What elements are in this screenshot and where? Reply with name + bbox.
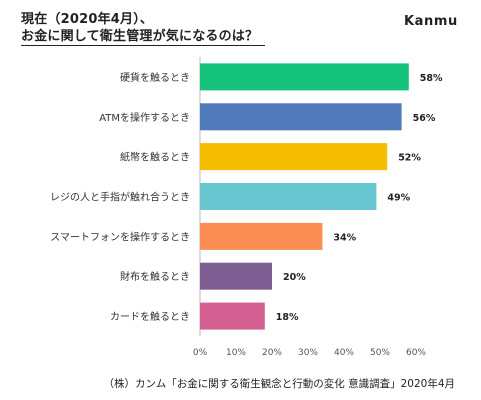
category-label-3: 紙幣を触るとき [120, 151, 190, 164]
bar-6 [200, 262, 272, 290]
value-label-4: 49% [387, 193, 410, 204]
x-tick-label-3: 30% [298, 348, 318, 358]
value-label-1: 58% [420, 73, 443, 84]
x-tick-label-1: 10% [226, 348, 246, 358]
x-tick-label-6: 60% [406, 348, 426, 358]
x-tick-label-0: 0% [193, 348, 208, 358]
bar-7 [200, 302, 265, 330]
x-tick-label-4: 40% [334, 348, 354, 358]
value-label-3: 52% [398, 153, 421, 164]
value-label-2: 56% [413, 113, 436, 124]
category-label-4: レジの人と手指が触れ合うとき [50, 191, 190, 204]
bar-2 [200, 103, 402, 131]
category-label-6: 財布を触るとき [120, 270, 190, 283]
value-label-6: 20% [283, 272, 306, 283]
bar-4 [200, 183, 377, 210]
brand-logo: Kanmu [404, 14, 458, 29]
category-label-5: スマートフォンを操作するとき [50, 230, 190, 243]
chart-title-line1: 現在（2020年4月）、 [21, 12, 154, 27]
title-underline [21, 45, 265, 46]
chart-title-line2: お金に関して衛生管理が気になるのは？ [21, 29, 259, 44]
value-label-7: 18% [276, 312, 299, 323]
category-label-2: ATMを操作するとき [99, 111, 190, 124]
source-note: （株）カンム「お金に関する衛生観念と行動の変化 意識調査」2020年4月 [103, 378, 455, 390]
category-label-1: 硬貨を触るとき [120, 71, 190, 84]
value-label-5: 34% [333, 232, 356, 243]
x-tick-label-2: 20% [262, 348, 282, 358]
bar-5 [200, 222, 323, 250]
category-label-7: カードを触るとき [110, 310, 190, 323]
bar-1 [200, 63, 409, 91]
bar-3 [200, 143, 388, 171]
x-tick-label-5: 50% [370, 348, 390, 358]
